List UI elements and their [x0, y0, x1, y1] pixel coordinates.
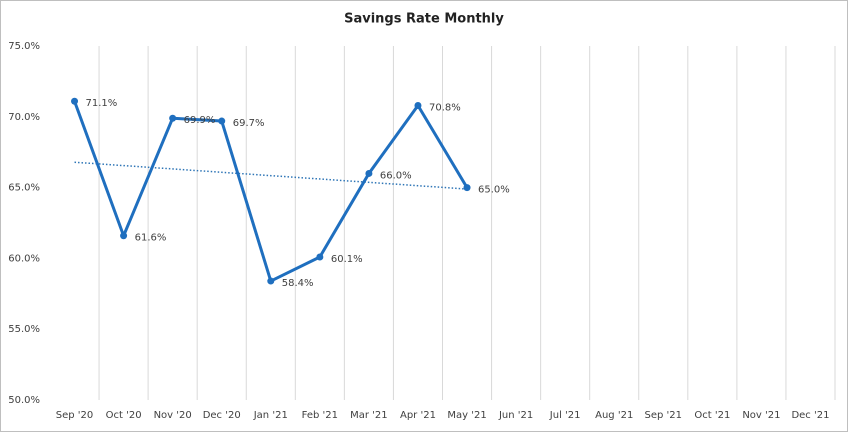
data-label: 69.7% — [233, 118, 265, 129]
data-point — [414, 101, 422, 109]
data-label: 70.8% — [429, 102, 461, 113]
x-tick-label: Mar '21 — [350, 410, 388, 421]
data-point — [463, 184, 471, 192]
data-label: 69.9% — [184, 115, 216, 126]
x-tick-label: Oct '21 — [694, 410, 730, 421]
chart-title: Savings Rate Monthly — [344, 12, 504, 27]
x-tick-label: Nov '21 — [742, 410, 780, 421]
data-point — [365, 169, 373, 177]
x-tick-label: Nov '20 — [154, 410, 192, 421]
data-point — [316, 253, 324, 261]
data-label: 58.4% — [282, 278, 314, 289]
trendline — [74, 161, 468, 190]
data-label: 60.1% — [331, 254, 363, 265]
data-point — [169, 114, 177, 122]
x-tick-label: Dec '20 — [203, 410, 241, 421]
x-tick-label: Dec '21 — [791, 410, 829, 421]
x-tick-label: Aug '21 — [595, 410, 633, 421]
data-label: 71.1% — [86, 98, 118, 109]
data-label: 65.0% — [478, 185, 510, 196]
y-tick-label: 50.0% — [8, 395, 40, 406]
x-tick-label: Sep '21 — [645, 410, 683, 421]
y-tick-label: 65.0% — [8, 183, 40, 194]
x-tick-label: Jan '21 — [253, 410, 288, 421]
x-tick-label: Oct '20 — [106, 410, 142, 421]
data-point — [267, 277, 275, 285]
data-label: 66.0% — [380, 170, 412, 181]
data-point — [71, 97, 79, 105]
x-tick-label: Sep '20 — [56, 410, 94, 421]
data-point — [120, 232, 128, 240]
y-tick-label: 55.0% — [8, 324, 40, 335]
y-tick-label: 60.0% — [8, 253, 40, 264]
x-tick-label: Jul '21 — [549, 410, 581, 421]
data-point — [218, 117, 226, 125]
x-tick-label: Jun '21 — [498, 410, 533, 421]
y-tick-label: 70.0% — [8, 112, 40, 123]
y-tick-label: 75.0% — [8, 41, 40, 52]
x-tick-label: Feb '21 — [302, 410, 338, 421]
data-label: 61.6% — [135, 233, 167, 244]
x-tick-label: Apr '21 — [400, 410, 436, 421]
x-tick-label: May '21 — [447, 410, 486, 421]
